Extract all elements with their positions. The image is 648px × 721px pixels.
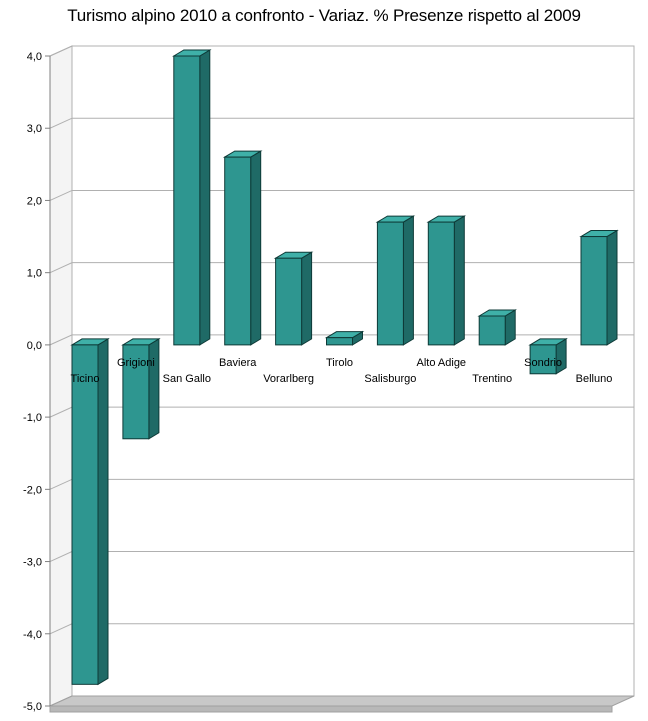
floor-front: [49, 705, 613, 713]
category-labels: Ticino Grigioni San Gallo Baviera Vorarlberg…: [71, 357, 613, 385]
bar-side: [97, 338, 109, 686]
bar-front: [478, 315, 506, 346]
category-label: Vorarlberg: [263, 373, 314, 385]
y-tick-label: -5,0: [23, 701, 42, 713]
gridline: [49, 45, 634, 57]
bar-side: [250, 150, 262, 346]
category-label: Tirolo: [326, 357, 353, 369]
y-tick-label: 1,0: [27, 268, 42, 280]
bar-front: [71, 344, 99, 685]
side-wall: [49, 45, 73, 707]
bar: [375, 215, 416, 346]
chart-title: Turismo alpino 2010 a confronto - Variaz…: [67, 6, 581, 25]
gridline: [49, 117, 634, 129]
bar-side: [402, 215, 414, 346]
bar: [528, 338, 568, 375]
category-label: Baviera: [219, 357, 257, 369]
y-tick-label: -2,0: [23, 484, 42, 496]
category-label: Ticino: [71, 373, 100, 385]
category-label: Sondrio: [524, 357, 562, 369]
bars: [70, 49, 619, 686]
gridline: [49, 189, 634, 201]
bar-front: [224, 156, 252, 346]
bar: [273, 251, 314, 346]
bar-side: [199, 49, 211, 346]
bar: [477, 309, 518, 346]
floor-top: [49, 695, 635, 707]
bar-side: [453, 215, 465, 346]
bar-front: [427, 221, 455, 346]
bar-side: [301, 251, 313, 346]
y-tick-label: -1,0: [23, 412, 42, 424]
category-label: Salisburgo: [364, 373, 416, 385]
bar: [171, 49, 212, 346]
bar-front: [376, 221, 404, 346]
category-label: Alto Adige: [417, 357, 467, 369]
bar: [579, 229, 619, 346]
bar-front: [173, 55, 201, 346]
category-label: Grigioni: [117, 357, 155, 369]
category-label: Belluno: [576, 373, 613, 385]
bar: [70, 338, 110, 686]
bar-front: [275, 257, 303, 346]
chart-floor: [49, 695, 635, 713]
y-tick-label: -4,0: [23, 629, 42, 641]
y-tick-label: 0,0: [27, 340, 42, 352]
bar-side: [148, 338, 160, 440]
bar-side: [606, 229, 618, 346]
bar: [121, 338, 161, 440]
bar-front: [529, 344, 557, 375]
bar: [324, 330, 365, 346]
bar-front: [326, 337, 353, 346]
bar-front: [580, 236, 608, 346]
bar: [426, 215, 467, 346]
category-label: San Gallo: [163, 373, 211, 385]
y-tick-label: 4,0: [27, 51, 42, 63]
bar: [222, 150, 263, 346]
category-label: Trentino: [472, 373, 512, 385]
y-axis-ticks: 4,0 3,0 2,0 1,0 0,0 -1,0 -2,0 -3,0 -4,0 -5,0: [23, 51, 51, 713]
y-tick-label: -3,0: [23, 557, 42, 569]
bar-front: [122, 344, 150, 440]
y-tick-label: 2,0: [27, 195, 42, 207]
y-tick-label: 3,0: [27, 123, 42, 135]
